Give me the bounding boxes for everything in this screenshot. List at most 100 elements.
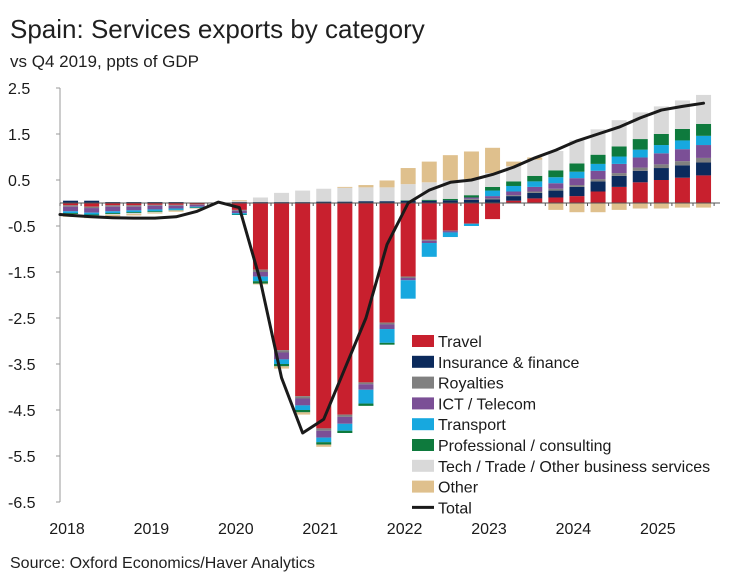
bar-insurance-finance-2024Q1	[569, 186, 585, 197]
bar-insurance-finance-2018Q2	[84, 200, 100, 203]
bar-royalties-2021Q1	[316, 428, 332, 431]
bar-transport-2023Q1	[485, 190, 501, 197]
bar-other-2021Q1	[316, 444, 332, 447]
legend-swatch	[412, 376, 434, 389]
bar-insurance-finance-2025Q1	[653, 168, 669, 180]
bar-ict-telecom-2023Q1	[485, 196, 501, 199]
bar-insurance-finance-2021Q2	[337, 201, 353, 203]
bar-travel-2024Q3	[611, 186, 627, 203]
bar-other-2022Q4	[463, 151, 479, 180]
bar-transport-2023Q2	[506, 185, 522, 192]
bar-travel-2022Q4	[463, 203, 479, 224]
y-tick-label: 2.5	[8, 81, 30, 98]
bar-insurance-finance-2024Q4	[632, 170, 648, 183]
bar-royalties-2023Q2	[506, 195, 522, 197]
legend-swatch	[412, 439, 434, 451]
legend-swatch	[412, 397, 434, 410]
y-tick-label: -2.5	[8, 311, 36, 328]
bar-tech-trade-other-business-services-2023Q4	[548, 151, 564, 171]
bar-tech-trade-other-business-services-2022Q1	[400, 184, 416, 201]
legend-swatch	[412, 335, 434, 347]
x-tick-label: 2022	[387, 521, 423, 538]
bar-insurance-finance-2018Q1	[63, 200, 79, 203]
bar-royalties-2020Q2	[252, 269, 268, 272]
bar-insurance-finance-2021Q3	[358, 201, 374, 203]
bar-ict-telecom-2022Q3	[442, 231, 458, 233]
bar-transport-2020Q4	[295, 405, 311, 410]
bar-other-2024Q1	[569, 203, 585, 213]
bar-royalties-2023Q4	[548, 188, 564, 191]
bar-other-2025Q3	[696, 203, 712, 208]
bar-professional-consulting-2018Q2	[84, 214, 100, 216]
bar-transport-2021Q3	[358, 389, 374, 404]
bar-royalties-2020Q4	[295, 396, 311, 399]
bar-professional-consulting-2019Q1	[147, 211, 163, 213]
bar-professional-consulting-2018Q4	[126, 212, 142, 214]
bar-royalties-2018Q2	[84, 206, 100, 209]
bar-travel-2019Q2	[168, 203, 184, 205]
bar-ict-telecom-2022Q2	[421, 240, 437, 244]
bar-other-2018Q3	[105, 214, 121, 217]
bar-travel-2019Q1	[147, 203, 163, 205]
bar-tech-trade-other-business-services-2025Q1	[653, 106, 669, 134]
bar-other-2023Q1	[485, 147, 501, 174]
bar-transport-2023Q4	[548, 177, 564, 184]
y-tick-label: -0.5	[8, 219, 36, 236]
bar-travel-2018Q4	[126, 203, 142, 206]
bar-travel-2023Q1	[485, 203, 501, 220]
bar-transport-2022Q2	[421, 243, 437, 257]
bar-transport-2022Q1	[400, 280, 416, 299]
bar-professional-consulting-2021Q3	[358, 403, 374, 406]
bar-royalties-2025Q1	[653, 164, 669, 169]
bar-professional-consulting-2020Q4	[295, 410, 311, 413]
bar-transport-2020Q3	[274, 359, 290, 364]
bar-other-2024Q4	[632, 203, 648, 209]
bar-tech-trade-other-business-services-2024Q1	[569, 140, 585, 164]
bar-ict-telecom-2024Q2	[590, 170, 606, 180]
bar-royalties-2021Q4	[379, 322, 395, 325]
bar-insurance-finance-2023Q4	[548, 190, 564, 198]
bar-tech-trade-other-business-services-2021Q4	[379, 187, 395, 202]
bar-ict-telecom-2018Q4	[126, 206, 142, 211]
bar-travel-2020Q3	[274, 203, 290, 351]
total-line	[58, 101, 706, 435]
chart-title: Spain: Services exports by category	[10, 14, 425, 44]
bar-tech-trade-other-business-services-2025Q3	[696, 94, 712, 124]
bar-travel-2024Q1	[569, 196, 585, 203]
bar-tech-trade-other-business-services-2023Q3	[527, 159, 543, 176]
bar-professional-consulting-2025Q2	[674, 128, 690, 141]
bar-professional-consulting-2022Q1	[400, 200, 416, 201]
bar-transport-2022Q3	[442, 232, 458, 238]
bar-transport-2018Q4	[126, 210, 142, 213]
x-tick-label: 2018	[49, 521, 85, 538]
bar-transport-2019Q1	[147, 209, 163, 212]
bar-professional-consulting-2023Q4	[548, 170, 564, 178]
bar-transport-2024Q3	[611, 156, 627, 164]
bar-travel-2024Q4	[632, 182, 648, 203]
legend-label: Total	[438, 500, 472, 517]
bar-other-2021Q3	[358, 185, 374, 188]
bar-insurance-finance-2022Q2	[421, 200, 437, 203]
bar-ict-telecom-2024Q4	[632, 157, 648, 168]
bar-professional-consulting-2020Q3	[274, 364, 290, 367]
legend-label: Tech / Trade / Other business services	[438, 459, 710, 476]
bar-transport-2019Q3	[189, 206, 205, 208]
legend-label: Transport	[438, 417, 506, 434]
bar-royalties-2024Q4	[632, 167, 648, 171]
bar-transport-2024Q4	[632, 149, 648, 158]
bar-insurance-finance-2022Q4	[463, 199, 479, 203]
bar-other-2023Q2	[506, 161, 522, 167]
bar-travel-2018Q3	[105, 203, 121, 206]
x-tick-label: 2021	[302, 521, 338, 538]
bar-tech-trade-other-business-services-2020Q2	[252, 197, 268, 203]
bar-royalties-2019Q2	[168, 204, 184, 206]
x-tick-label: 2025	[640, 521, 676, 538]
bar-transport-2022Q4	[463, 223, 479, 226]
bar-travel-2022Q1	[400, 203, 416, 277]
bar-ict-telecom-2021Q2	[337, 416, 353, 424]
bar-professional-consulting-2023Q3	[527, 175, 543, 182]
bar-tech-trade-other-business-services-2020Q1	[231, 201, 247, 203]
bar-professional-consulting-2018Q1	[63, 213, 79, 215]
bar-royalties-2020Q3	[274, 350, 290, 353]
bar-other-2021Q4	[379, 180, 395, 188]
